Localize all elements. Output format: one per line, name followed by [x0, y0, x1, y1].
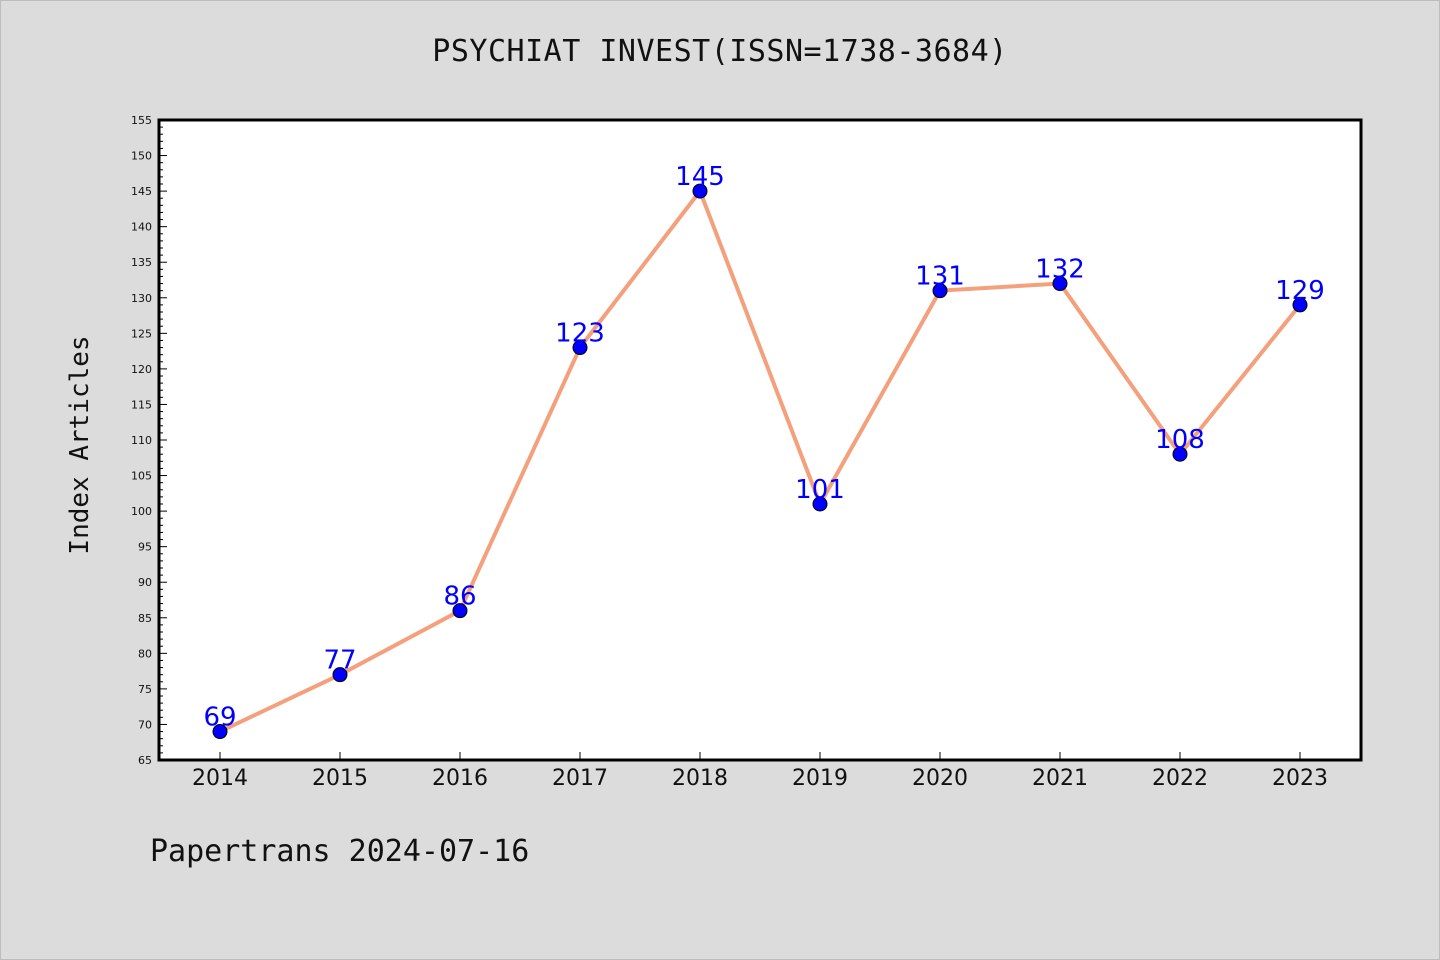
y-tick-label: 145 — [131, 185, 152, 198]
data-point — [812, 496, 828, 512]
data-label: 145 — [675, 162, 725, 192]
y-tick-label: 140 — [131, 221, 152, 234]
chart-title: PSYCHIAT INVEST(ISSN=1738-3684) — [432, 34, 1008, 69]
y-tick-label: 130 — [131, 292, 152, 305]
data-label: 132 — [1035, 255, 1085, 285]
y-tick-label: 90 — [138, 576, 152, 589]
y-tick-label: 80 — [138, 647, 152, 660]
y-tick-label: 125 — [131, 327, 152, 340]
x-tick-label: 2015 — [312, 766, 368, 791]
y-tick-label: 95 — [138, 541, 152, 554]
data-point — [1172, 446, 1188, 462]
data-label: 108 — [1155, 425, 1205, 455]
data-label: 69 — [203, 703, 236, 733]
series-line — [219, 187, 1302, 734]
series-line-group — [219, 187, 1302, 734]
y-tick-label: 115 — [131, 398, 152, 411]
data-label: 129 — [1275, 276, 1325, 306]
y-tick-label: 85 — [138, 612, 152, 625]
y-tick-label: 75 — [138, 683, 152, 696]
x-tick-label: 2018 — [672, 766, 728, 791]
x-tick-label: 2016 — [432, 766, 488, 791]
x-tick-label: 2014 — [192, 766, 248, 791]
plot-area — [159, 120, 1361, 760]
y-tick-label: 120 — [131, 363, 152, 376]
x-tick-label: 2019 — [792, 766, 848, 791]
data-labels: 69 77 86 123 145 101 131 132 108 129 — [203, 162, 1324, 732]
y-tick-label: 135 — [131, 256, 152, 269]
plot-border — [157, 118, 1363, 762]
data-point — [332, 667, 348, 683]
y-tick-label: 155 — [131, 114, 152, 127]
x-tick-label: 2023 — [1272, 766, 1328, 791]
data-label: 123 — [555, 319, 605, 349]
y-tick-label: 100 — [131, 505, 152, 518]
x-tick-label: 2022 — [1152, 766, 1208, 791]
y-tick-label: 105 — [131, 470, 152, 483]
data-label: 86 — [443, 582, 476, 612]
data-point — [932, 283, 948, 299]
data-point — [1292, 297, 1308, 313]
data-point — [1052, 276, 1068, 292]
y-tick-label: 70 — [138, 718, 152, 731]
data-label: 77 — [323, 646, 356, 676]
y-tick-label: 150 — [131, 150, 152, 163]
data-label: 101 — [795, 475, 845, 505]
data-point — [572, 340, 588, 356]
x-axis: 2014 2015 2016 2017 2018 2019 2020 2021 2022 2023 — [192, 752, 1328, 791]
footer-credit: Papertrans 2024-07-16 — [150, 834, 530, 869]
x-tick-label: 2017 — [552, 766, 608, 791]
data-markers — [212, 183, 1308, 740]
x-tick-label: 2021 — [1032, 766, 1088, 791]
data-label: 131 — [915, 262, 965, 292]
x-tick-label: 2020 — [912, 766, 968, 791]
data-point — [692, 183, 708, 199]
y-tick-label: 65 — [138, 754, 152, 767]
data-point — [212, 724, 228, 740]
y-tick-label: 110 — [131, 434, 152, 447]
data-point — [452, 603, 468, 619]
